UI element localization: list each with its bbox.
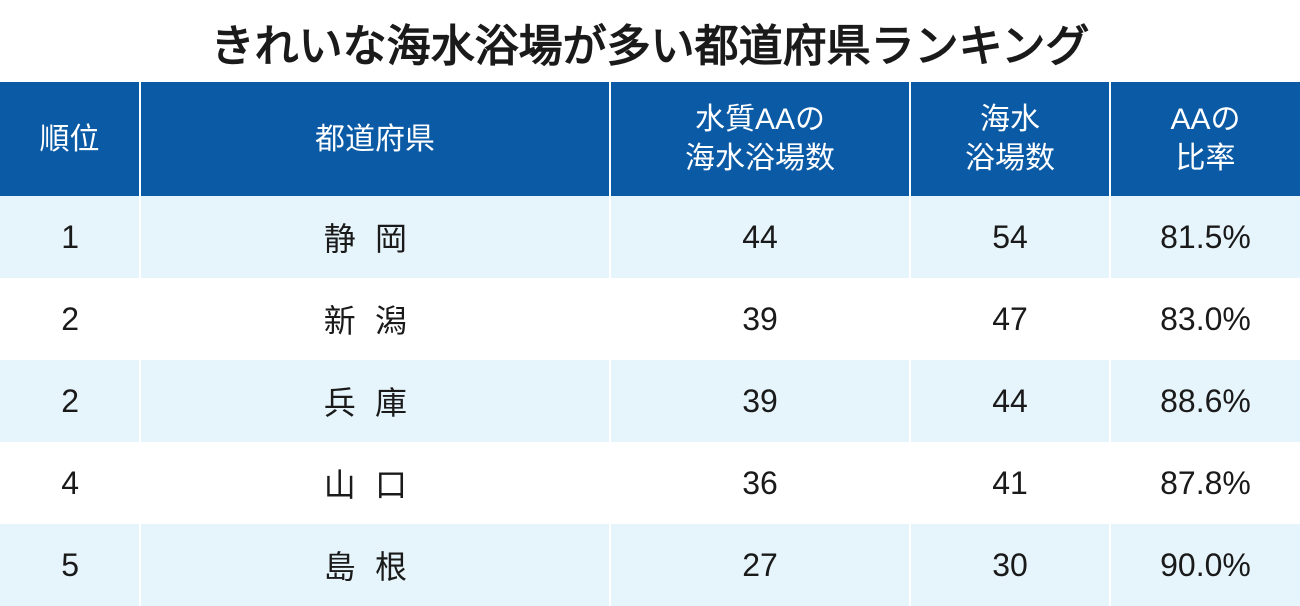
table-body: 1 静岡 44 54 81.5% 2 新潟 39 47 83.0% 2 兵庫 3… xyxy=(0,196,1300,606)
table-row: 1 静岡 44 54 81.5% xyxy=(0,196,1300,278)
cell-rank: 2 xyxy=(0,360,140,442)
cell-ratio: 87.8% xyxy=(1110,442,1300,524)
cell-aa: 36 xyxy=(610,442,910,524)
cell-total: 44 xyxy=(910,360,1110,442)
cell-aa: 39 xyxy=(610,360,910,442)
cell-total: 54 xyxy=(910,196,1110,278)
header-rank: 順位 xyxy=(0,82,140,196)
cell-rank: 1 xyxy=(0,196,140,278)
page-title: きれいな海水浴場が多い都道府県ランキング xyxy=(0,0,1300,82)
cell-total: 41 xyxy=(910,442,1110,524)
cell-total: 30 xyxy=(910,524,1110,606)
cell-aa: 39 xyxy=(610,278,910,360)
ranking-table: 順位 都道府県 水質AAの海水浴場数 海水浴場数 AAの比率 1 静岡 44 5… xyxy=(0,82,1300,606)
cell-rank: 4 xyxy=(0,442,140,524)
ranking-container: きれいな海水浴場が多い都道府県ランキング 順位 都道府県 水質AAの海水浴場数 … xyxy=(0,0,1300,606)
cell-pref: 新潟 xyxy=(140,278,610,360)
header-total: 海水浴場数 xyxy=(910,82,1110,196)
cell-pref: 静岡 xyxy=(140,196,610,278)
table-row: 5 島根 27 30 90.0% xyxy=(0,524,1300,606)
cell-pref: 島根 xyxy=(140,524,610,606)
cell-ratio: 88.6% xyxy=(1110,360,1300,442)
cell-aa: 44 xyxy=(610,196,910,278)
cell-ratio: 90.0% xyxy=(1110,524,1300,606)
header-aa: 水質AAの海水浴場数 xyxy=(610,82,910,196)
cell-pref: 兵庫 xyxy=(140,360,610,442)
cell-ratio: 83.0% xyxy=(1110,278,1300,360)
header-pref: 都道府県 xyxy=(140,82,610,196)
cell-aa: 27 xyxy=(610,524,910,606)
header-ratio: AAの比率 xyxy=(1110,82,1300,196)
table-row: 2 兵庫 39 44 88.6% xyxy=(0,360,1300,442)
cell-rank: 2 xyxy=(0,278,140,360)
table-header-row: 順位 都道府県 水質AAの海水浴場数 海水浴場数 AAの比率 xyxy=(0,82,1300,196)
cell-pref: 山口 xyxy=(140,442,610,524)
cell-rank: 5 xyxy=(0,524,140,606)
cell-total: 47 xyxy=(910,278,1110,360)
table-row: 2 新潟 39 47 83.0% xyxy=(0,278,1300,360)
cell-ratio: 81.5% xyxy=(1110,196,1300,278)
table-row: 4 山口 36 41 87.8% xyxy=(0,442,1300,524)
